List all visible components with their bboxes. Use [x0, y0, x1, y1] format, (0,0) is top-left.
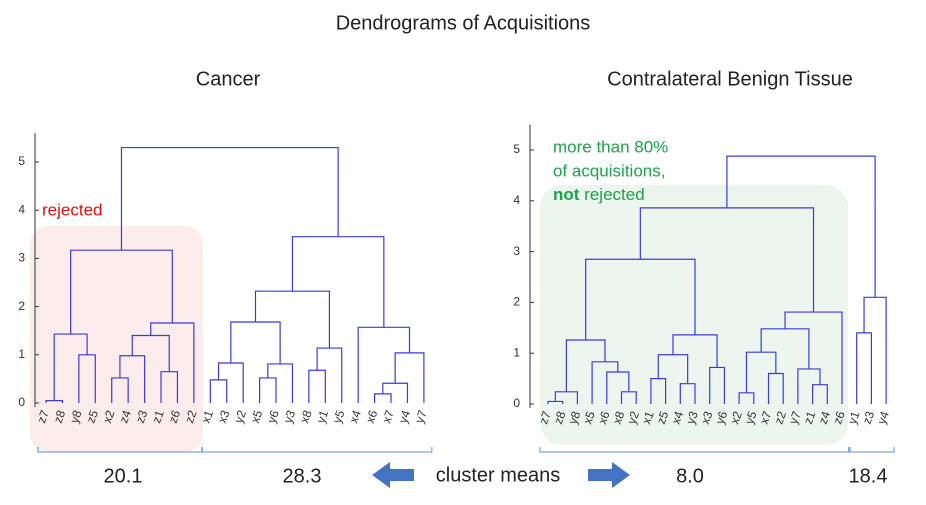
means-label: cluster means — [436, 464, 561, 486]
leaf-label: y7 — [412, 408, 430, 425]
leaf-label: x7 — [757, 409, 775, 426]
leaf-label: y6 — [713, 409, 731, 426]
leaf-label: x7 — [379, 408, 397, 425]
accepted-note: of acquisitions, — [553, 161, 665, 180]
leaf-label: y4 — [396, 408, 414, 425]
y-tick-label: 4 — [513, 193, 520, 207]
leaf-label: x1 — [199, 408, 217, 425]
leaf-label: x3 — [215, 408, 233, 425]
dendrogram-link — [230, 321, 281, 364]
y-tick-label: 4 — [18, 202, 25, 216]
leaf-label: y3 — [281, 408, 299, 425]
leaf-label: x8 — [297, 408, 315, 425]
dendrogram-link — [254, 290, 331, 349]
leaf-label: z5 — [654, 409, 672, 426]
leaf-label: y8 — [566, 409, 584, 426]
leaf-label: x5 — [248, 408, 266, 425]
leaf-label: y5 — [330, 408, 348, 425]
leaf-label: y7 — [786, 409, 804, 426]
leaf-label: y5 — [742, 409, 760, 426]
cluster-mean: 8.0 — [676, 465, 704, 487]
cluster-mean: 18.4 — [849, 465, 888, 487]
accepted-highlight — [540, 185, 848, 445]
leaf-label: z8 — [51, 408, 69, 425]
cluster-bracket — [539, 447, 851, 453]
dendrogram-link — [120, 146, 339, 251]
note-end: rejected — [584, 185, 644, 204]
leaf-label: y3 — [683, 409, 701, 426]
y-tick-label: 2 — [513, 295, 520, 309]
figure-title: Dendrograms of Acquisitions — [336, 12, 591, 34]
chart-title: Contralateral Benign Tissue — [607, 68, 853, 90]
leaf-label: z4 — [116, 408, 134, 425]
note-bold: not — [553, 185, 580, 204]
y-tick-label: 1 — [513, 345, 520, 359]
cluster-bracket — [201, 447, 433, 453]
dendrogram-link — [726, 155, 876, 298]
dendrogram-link — [217, 362, 244, 403]
leaf-label: z2 — [772, 409, 790, 426]
leaf-label: x6 — [595, 409, 613, 426]
leaf-label: x8 — [610, 409, 628, 426]
y-tick-label: 2 — [18, 299, 25, 313]
y-tick-label: 5 — [513, 142, 520, 156]
cluster-mean: 20.1 — [104, 465, 143, 487]
leaf-label: y2 — [231, 408, 249, 425]
leaf-label: y1 — [845, 409, 863, 426]
leaf-label: z6 — [830, 409, 848, 426]
leaf-label: x1 — [639, 409, 657, 426]
y-tick-label: 5 — [18, 154, 25, 168]
y-tick-label: 0 — [18, 395, 25, 409]
leaf-label: y1 — [314, 408, 332, 425]
leaf-label: x4 — [669, 409, 687, 426]
dendrogram-link — [382, 382, 409, 403]
rejected-highlight — [30, 226, 203, 452]
y-tick-label: 1 — [18, 347, 25, 361]
y-tick-label: 3 — [18, 251, 25, 265]
leaf-label: x5 — [580, 409, 598, 426]
leaf-label: z3 — [133, 408, 151, 425]
leaf-label: x2 — [100, 408, 118, 425]
leaf-label: z1 — [801, 409, 819, 426]
dendrogram-link — [258, 377, 277, 403]
leaf-label: y6 — [264, 408, 282, 425]
leaf-label: y8 — [67, 408, 85, 425]
chart-title: Cancer — [196, 68, 261, 90]
leaf-label: z8 — [551, 409, 569, 426]
leaf-label: z5 — [84, 408, 102, 425]
leaf-label: z3 — [860, 409, 878, 426]
leaf-label: y4 — [874, 409, 892, 426]
cluster-mean: 28.3 — [283, 465, 322, 487]
cluster-bracket — [848, 447, 895, 453]
rejected-note: rejected — [42, 200, 102, 219]
dendrogram-link — [394, 352, 425, 403]
y-tick-label: 0 — [513, 396, 520, 410]
leaf-label: z7 — [536, 409, 554, 426]
arrow-right — [588, 462, 630, 488]
dendrogram-link — [267, 363, 294, 403]
leaf-label: z4 — [816, 409, 834, 426]
dendrogram-link — [357, 326, 411, 403]
y-tick-label: 3 — [513, 244, 520, 258]
leaf-label: x4 — [346, 408, 364, 425]
accepted-note: more than 80% — [553, 137, 668, 156]
accepted-note: not rejected — [553, 185, 645, 204]
leaf-label: x2 — [727, 409, 745, 426]
dendrogram-link — [374, 393, 392, 403]
leaf-label: z2 — [182, 408, 200, 425]
dendrogram-link — [291, 236, 385, 328]
dendrogram-link — [209, 379, 228, 403]
leaf-label: z1 — [149, 408, 167, 425]
leaf-label: x3 — [698, 409, 716, 426]
dendrogram-link — [316, 347, 343, 403]
leaf-label: x6 — [363, 408, 381, 425]
dendrogram-link — [863, 296, 887, 404]
dendrogram-link — [856, 332, 872, 404]
leaf-label: y2 — [625, 409, 643, 426]
arrow-left — [372, 462, 414, 488]
leaf-label: z6 — [166, 408, 184, 425]
dendrogram-link — [308, 369, 326, 403]
leaf-label: z7 — [34, 408, 52, 425]
